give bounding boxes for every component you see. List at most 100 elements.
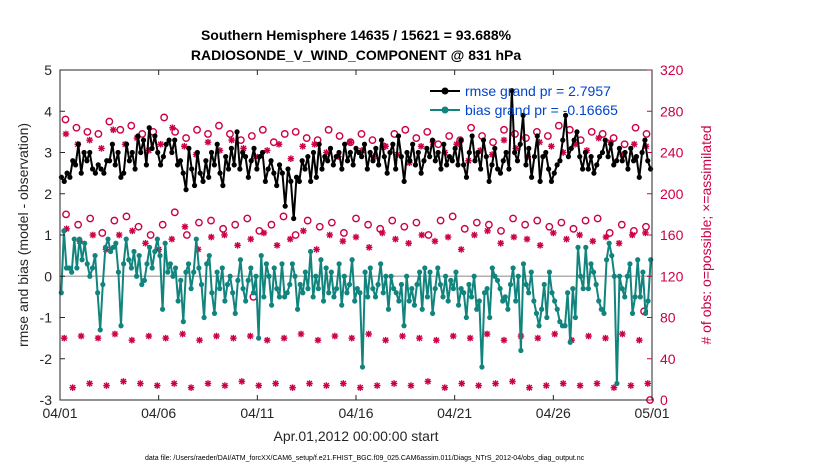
obs-assimilated-stroke	[424, 378, 431, 385]
bias-data-point	[240, 286, 246, 292]
rmse-data-point	[370, 158, 376, 164]
rmse-data-point	[81, 149, 87, 156]
series-group	[58, 88, 654, 387]
rmse-data-point	[342, 141, 348, 147]
bias-data-point	[614, 380, 620, 387]
rmse-data-point	[557, 158, 563, 164]
obs-assimilated-marker	[563, 235, 570, 243]
obs-assimilated-marker	[153, 382, 161, 389]
obs-assimilated-stroke	[602, 234, 609, 241]
obs-assimilated-stroke	[534, 335, 541, 342]
obs-assimilated-stroke	[636, 337, 643, 344]
obs-possible-marker	[489, 138, 497, 147]
bias-data-point	[642, 310, 649, 316]
rmse-data-point	[251, 145, 257, 151]
bias-data-point	[367, 265, 373, 271]
obs-assimilated-stroke	[182, 223, 188, 230]
obs-possible-marker	[598, 130, 607, 138]
bias-data-point	[263, 261, 270, 267]
y-left-tick-label: 1	[44, 227, 52, 243]
obs-assimilated-stroke	[311, 141, 318, 148]
bias-data-point	[398, 281, 405, 288]
obs-assimilated-marker	[433, 336, 440, 344]
bias-data-point	[557, 319, 563, 325]
obs-assimilated-marker	[559, 380, 567, 387]
obs-assimilated-marker	[365, 244, 373, 251]
rmse-data-point	[560, 137, 566, 143]
bias-data-point	[471, 273, 477, 279]
obs-possible-marker	[122, 212, 131, 221]
bias-data-point	[632, 294, 638, 300]
obs-assimilated-stroke	[418, 232, 425, 238]
obs-possible-marker	[105, 117, 114, 126]
obs-assimilated-marker	[418, 231, 426, 239]
bias-data-point	[71, 236, 77, 242]
chart-title-line1: Southern Hemisphere 14635 / 15621 = 93.6…	[201, 27, 512, 43]
obs-assimilated-stroke	[405, 240, 412, 247]
bias-data-point	[175, 298, 181, 304]
rmse-data-point	[262, 178, 268, 184]
obs-possible-marker	[160, 113, 169, 122]
bias-data-point	[74, 265, 80, 271]
bias-data-point	[318, 257, 324, 263]
obs-assimilated-marker	[204, 380, 212, 387]
obs-assimilated-marker	[550, 229, 557, 237]
obs-possible-marker	[631, 123, 640, 132]
bias-data-point	[198, 281, 205, 288]
bias-data-point	[445, 298, 451, 304]
bias-data-point	[510, 265, 516, 271]
obs-possible-marker	[324, 125, 333, 134]
bias-data-point	[500, 298, 506, 304]
rmse-data-point	[478, 166, 484, 172]
obs-assimilated-marker	[94, 334, 102, 342]
obs-assimilated-stroke	[287, 155, 294, 162]
bias-data-point	[87, 273, 93, 279]
obs-assimilated-stroke	[467, 335, 474, 342]
rmse-data-point	[412, 162, 419, 168]
y-axis-left-label: rmse and bias (model - observation)	[15, 123, 31, 347]
rmse-data-point	[155, 149, 161, 156]
rmse-data-point	[132, 166, 138, 172]
rmse-data-point	[228, 145, 234, 151]
obs-assimilated-stroke	[298, 331, 304, 337]
rmse-data-point	[537, 178, 543, 184]
rmse-data-point	[404, 149, 410, 156]
rmse-data-point	[461, 162, 467, 168]
x-tick-label: 04/11	[240, 405, 274, 421]
obs-assimilated-marker	[382, 336, 389, 344]
obs-assimilated-stroke	[629, 232, 636, 238]
bias-data-point	[141, 277, 147, 283]
obs-assimilated-stroke	[458, 380, 465, 387]
rmse-data-point	[95, 162, 101, 168]
obs-possible-marker	[587, 127, 596, 136]
obs-possible-marker	[258, 125, 267, 134]
obs-possible-marker	[195, 218, 203, 227]
bias-data-point	[224, 281, 231, 288]
y-right-tick-label: 200	[660, 186, 684, 202]
rmse-data-point	[254, 166, 260, 172]
bias-data-point	[518, 347, 524, 354]
obs-assimilated-marker	[306, 380, 313, 387]
rmse-data-point	[163, 141, 169, 147]
bias-data-point	[118, 323, 124, 329]
rmse-data-point	[61, 178, 67, 184]
obs-assimilated-stroke	[208, 234, 215, 241]
legend-bias-label: bias grand pr = -0.16665	[465, 102, 618, 118]
bias-data-point	[616, 273, 623, 279]
x-axis-ticks: 04/01 04/06 04/11 04/16 04/21 04/26 05/01	[42, 70, 670, 421]
obs-assimilated-stroke	[247, 236, 254, 243]
obs-assimilated-stroke	[416, 335, 423, 342]
bias-data-point	[66, 265, 72, 271]
rmse-data-point	[642, 137, 648, 143]
obs-assimilated-marker	[62, 130, 70, 138]
bias-data-point	[333, 286, 340, 292]
rmse-data-point	[174, 162, 181, 168]
rmse-data-point	[109, 141, 116, 147]
obs-possible-marker	[388, 216, 397, 225]
bias-data-point	[424, 294, 431, 300]
obs-assimilated-marker	[619, 330, 626, 338]
obs-possible-marker	[302, 134, 311, 142]
rmse-data-point	[449, 158, 455, 164]
obs-assimilated-stroke	[264, 147, 271, 154]
bias-data-point	[533, 310, 540, 316]
